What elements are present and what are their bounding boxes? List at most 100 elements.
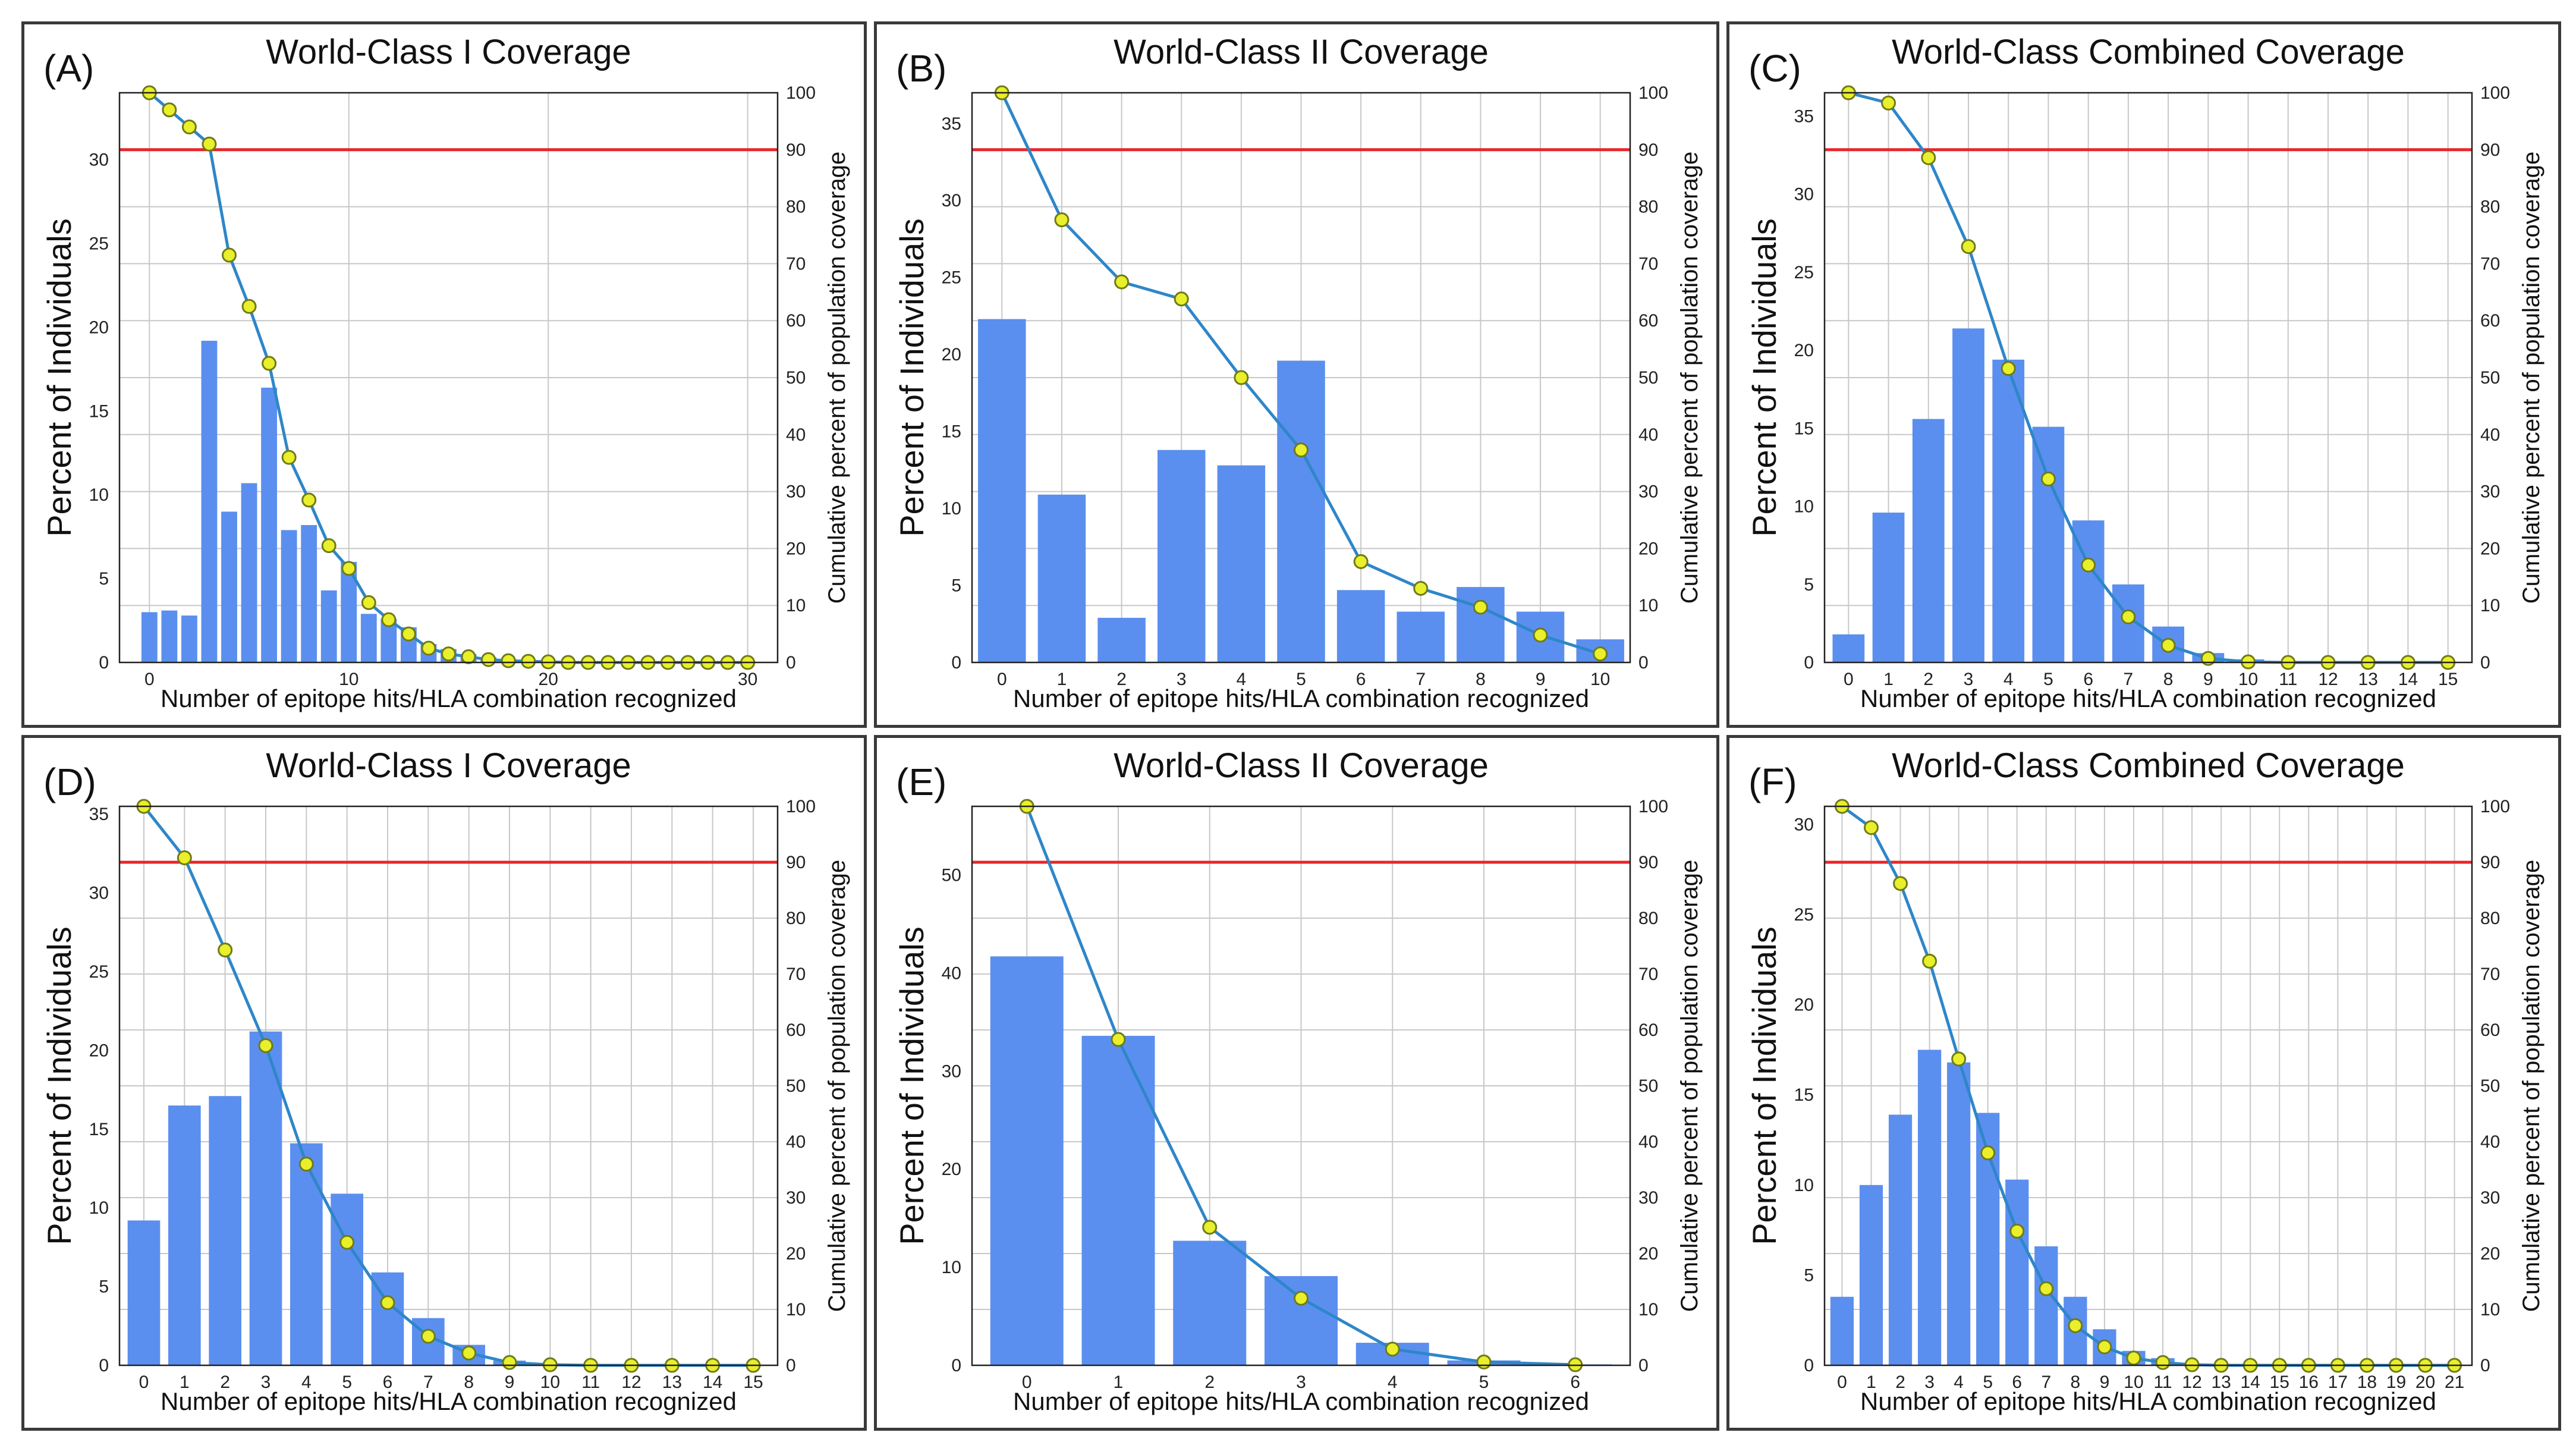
cumulative-point [339, 1234, 355, 1250]
x-tick-label: 9 [2100, 1372, 2110, 1392]
y-tick-label: 30 [89, 150, 109, 170]
bar [301, 524, 317, 662]
bars [1830, 1050, 2233, 1365]
x-tick-label: 6 [2012, 1372, 2022, 1392]
bar [1992, 359, 2025, 662]
x-tick-label: 4 [1388, 1372, 1398, 1392]
panel-label: (C) [1748, 47, 1801, 90]
bar [168, 1105, 201, 1365]
x-tick-label: 5 [1296, 670, 1306, 689]
x-tick-label: 12 [621, 1372, 641, 1392]
y-tick-label: 10 [89, 1198, 109, 1218]
y2-tick-label: 90 [2480, 853, 2500, 872]
y2-tick-label: 100 [786, 797, 816, 816]
x-tick-label: 7 [2041, 1372, 2051, 1392]
bar [1265, 1276, 1338, 1365]
gridlines [1825, 806, 2472, 1366]
y2-tick-label: 50 [2480, 1076, 2500, 1096]
cumulative-point [420, 1328, 436, 1344]
y-tick-label: 5 [1804, 575, 1814, 595]
cumulative-point [2040, 472, 2056, 487]
x-tick-label: 0 [139, 1372, 149, 1392]
bar [1037, 494, 1086, 662]
y2-tick-label: 50 [786, 368, 806, 388]
cumulative-point [461, 1345, 477, 1361]
y-tick-label: 25 [1794, 905, 1814, 925]
y-axis-label: Percent of Individuals [40, 218, 78, 536]
y2-tick-label: 90 [2480, 140, 2500, 160]
panel-label: (E) [896, 761, 946, 803]
x-tick-label: 4 [2003, 670, 2014, 689]
cumulative-point [1951, 1051, 1967, 1067]
y-tick-label: 10 [942, 1258, 961, 1277]
y-tick-label: 30 [89, 884, 109, 903]
y2-tick-label: 60 [1638, 311, 1658, 331]
x-tick-label: 9 [1536, 670, 1546, 689]
bar [1396, 611, 1445, 662]
bar [161, 610, 178, 662]
y-tick-label: 10 [89, 485, 109, 505]
y-tick-label: 30 [942, 1061, 961, 1081]
x-tick-label: 12 [2182, 1372, 2201, 1392]
bar [249, 1031, 282, 1365]
x-tick-label: 16 [2299, 1372, 2319, 1392]
x-tick-label: 6 [1356, 670, 1366, 689]
panel-a: 0 10 20 30 0 5 10 15 20 25 30 0 10 20 30 40 50 60 70 80 90 10… [21, 21, 867, 728]
y2-tick-label: 60 [2480, 311, 2500, 331]
cumulative-point [2160, 637, 2176, 653]
x-tick-label: 7 [2124, 670, 2134, 689]
x-tick-label: 1 [1057, 670, 1067, 689]
y-tick-label: 20 [89, 318, 109, 337]
cumulative-point [1863, 820, 1879, 835]
bars [1832, 328, 2304, 662]
cumulative-point [2068, 1318, 2083, 1333]
y-tick-label: 15 [1794, 419, 1814, 438]
y-tick-label: 40 [942, 963, 961, 983]
chart-svg: 0 1 2 3 4 5 6 7 8 9 10 11 12 13 14 15 16 17 18 19 20 21051015… [1745, 746, 2544, 1415]
y-tick-label: 30 [1794, 185, 1814, 205]
cumulative-point [1114, 274, 1130, 290]
x-tick-label: 2 [1895, 1372, 1905, 1392]
cumulative-point [1476, 1354, 1492, 1369]
cumulative-point [2039, 1281, 2054, 1296]
cumulative-point [1174, 291, 1189, 307]
y-tick-label: 5 [99, 569, 109, 589]
y-tick-label: 30 [1794, 815, 1814, 834]
bar [1336, 590, 1385, 662]
cumulative-point [218, 943, 233, 958]
x-tick-label: 1 [1114, 1372, 1124, 1392]
y2-tick-label: 20 [1638, 1244, 1658, 1264]
x-tick-label: 7 [1416, 670, 1426, 689]
cumulative-point [1202, 1220, 1218, 1235]
x-tick-label: 11 [2153, 1372, 2172, 1392]
bar [360, 614, 377, 662]
y2-tick-label: 60 [786, 311, 806, 331]
y2-tick-label: 10 [786, 596, 806, 615]
y2-tick-label: 40 [2480, 425, 2500, 445]
x-axis-label: Number of epitope hits/HLA combination r… [161, 684, 737, 712]
x-tick-label: 0 [997, 670, 1007, 689]
chart-svg: 0 1 2 3 4 5 6 7 8 9 10 11 12 13 14 15051015202530350102… [1745, 33, 2544, 712]
chart-title: World-Class Combined Coverage [1892, 33, 2405, 71]
y2-tick-label: 20 [2480, 1244, 2500, 1264]
y-axis-label: Percent of Individuals [40, 926, 78, 1245]
y2-tick-label: 20 [1638, 539, 1658, 558]
y2-tick-label: 70 [786, 965, 806, 984]
bar [1952, 328, 1984, 662]
y2-tick-label: 30 [786, 482, 806, 502]
x-tick-label: 10 [339, 670, 358, 689]
bar [181, 615, 197, 662]
cumulative-point [1533, 627, 1548, 643]
cumulative-point [1294, 1290, 1309, 1306]
y-axis-label: Percent of Individuals [1745, 218, 1783, 536]
x-tick-label: 2 [220, 1372, 230, 1392]
x-axis-label: Number of epitope hits/HLA combination r… [1013, 684, 1589, 712]
cumulative-point [1921, 150, 1936, 165]
x-tick-label: 3 [1177, 670, 1187, 689]
bar [978, 319, 1026, 662]
y-axis-label: Percent of Individuals [1745, 926, 1783, 1245]
y-tick-label: 30 [942, 191, 961, 211]
cumulative-point [1413, 580, 1429, 596]
x-tick-label: 15 [2438, 670, 2458, 689]
panel-f: 0 1 2 3 4 5 6 7 8 9 10 11 12 13 14 15 16 17 18 19 20 21 0 5 10 15… [1726, 735, 2561, 1431]
